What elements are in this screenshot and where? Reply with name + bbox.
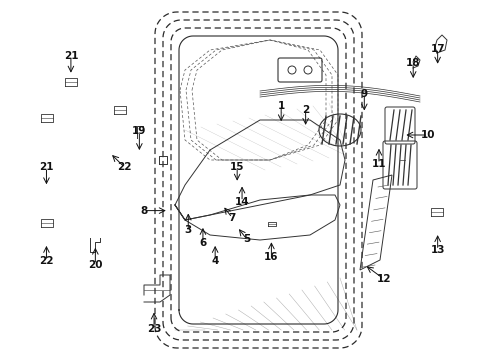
Text: 14: 14 xyxy=(234,197,249,207)
Text: 13: 13 xyxy=(429,245,444,255)
Text: 19: 19 xyxy=(132,126,146,136)
Text: 7: 7 xyxy=(228,213,236,223)
Text: 22: 22 xyxy=(117,162,132,172)
Text: 22: 22 xyxy=(39,256,54,266)
Text: 3: 3 xyxy=(184,225,191,235)
Text: 10: 10 xyxy=(420,130,434,140)
Text: 12: 12 xyxy=(376,274,390,284)
Text: 4: 4 xyxy=(211,256,219,266)
Text: 16: 16 xyxy=(264,252,278,262)
Text: 2: 2 xyxy=(302,105,308,115)
Text: 9: 9 xyxy=(360,89,367,99)
Text: 5: 5 xyxy=(243,234,250,244)
Text: 23: 23 xyxy=(146,324,161,334)
Text: 1: 1 xyxy=(277,101,284,111)
Text: 6: 6 xyxy=(199,238,206,248)
Text: 11: 11 xyxy=(371,159,386,169)
Text: 18: 18 xyxy=(405,58,420,68)
Text: 8: 8 xyxy=(141,206,147,216)
Text: 15: 15 xyxy=(229,162,244,172)
Text: 21: 21 xyxy=(63,51,78,61)
Text: 21: 21 xyxy=(39,162,54,172)
Text: 20: 20 xyxy=(88,260,102,270)
Text: 17: 17 xyxy=(429,44,444,54)
